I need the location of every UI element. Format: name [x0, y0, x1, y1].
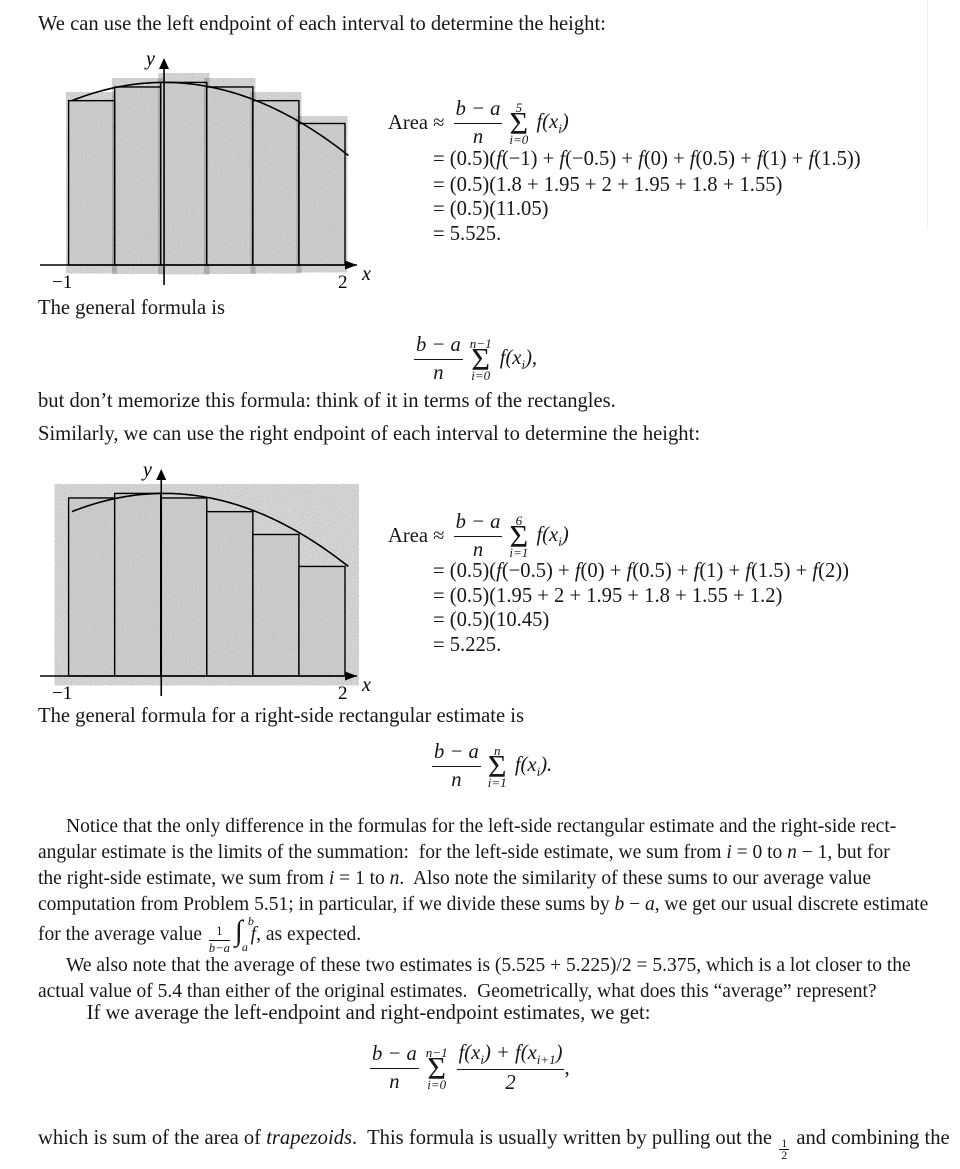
svg-text:y: y [141, 459, 152, 481]
svg-text:2: 2 [338, 683, 348, 704]
svg-text:x: x [361, 674, 371, 696]
svg-text:−1: −1 [52, 683, 72, 704]
